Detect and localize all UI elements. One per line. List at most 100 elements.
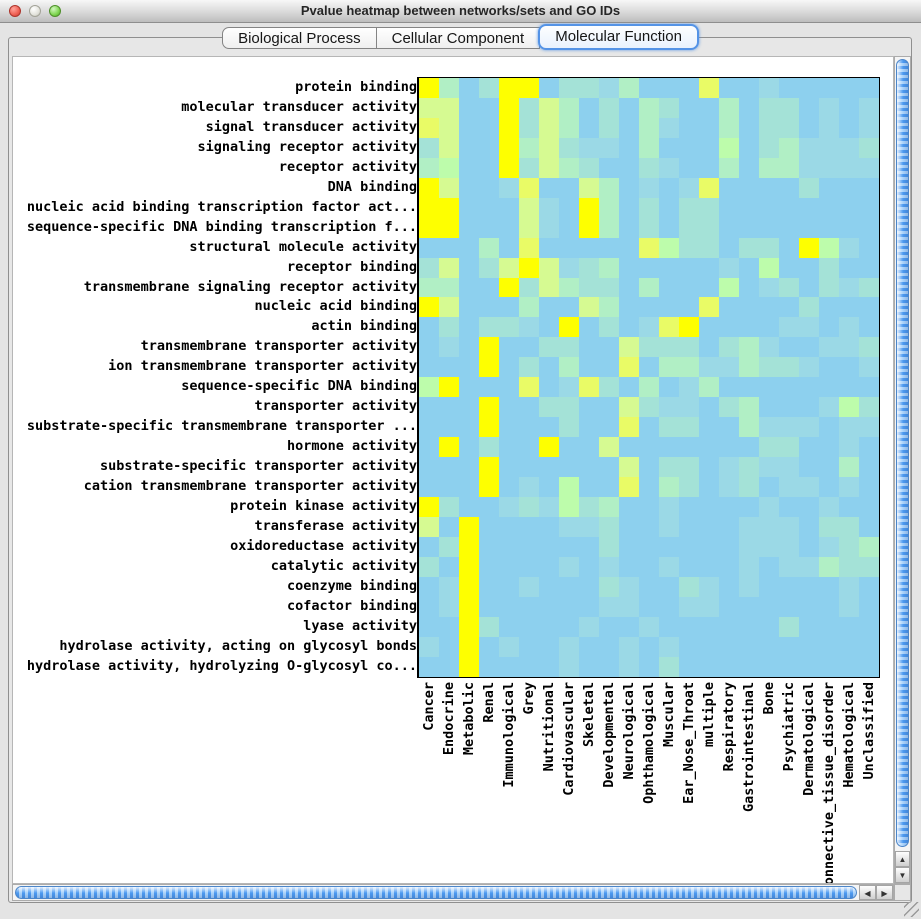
- heatmap-cell: [479, 516, 499, 537]
- heatmap-cell: [519, 97, 539, 118]
- heatmap-cell: [799, 97, 819, 118]
- heatmap-cell: [419, 357, 439, 378]
- heatmap-cell: [439, 177, 459, 198]
- vertical-scrollbar[interactable]: ▲ ▼: [894, 56, 911, 884]
- tab-cellular-component[interactable]: Cellular Component: [376, 27, 541, 49]
- heatmap-cell: [799, 157, 819, 178]
- heatmap-cell: [619, 97, 639, 118]
- row-label: cation transmembrane transporter activit…: [83, 478, 417, 495]
- column-label: Ear_Nose_Throat: [681, 682, 697, 804]
- heatmap-cell: [419, 78, 439, 98]
- scroll-right-icon: ▶: [881, 889, 888, 898]
- heatmap-cell: [519, 177, 539, 198]
- heatmap-cell: [599, 437, 619, 458]
- heatmap-cell: [559, 78, 579, 98]
- heatmap-cell: [859, 357, 879, 378]
- heatmap-cell: [599, 317, 619, 338]
- heatmap-cell: [839, 497, 859, 517]
- heatmap-cell: [759, 157, 779, 178]
- heatmap-cell: [519, 237, 539, 258]
- heatmap-cell: [819, 237, 839, 258]
- vertical-scrollbar-thumb[interactable]: [896, 59, 909, 847]
- heatmap-cell: [539, 457, 559, 478]
- heatmap-cell: [859, 78, 879, 98]
- heatmap-cell: [819, 297, 839, 318]
- heatmap-cell: [699, 437, 719, 458]
- heatmap-cell: [579, 157, 599, 178]
- heatmap-cell: [499, 636, 519, 657]
- title-bar[interactable]: Pvalue heatmap between networks/sets and…: [0, 0, 921, 23]
- heatmap-cell: [759, 237, 779, 258]
- heatmap-cell: [579, 337, 599, 358]
- heatmap-cell: [779, 556, 799, 577]
- heatmap-cell: [639, 157, 659, 178]
- heatmap-cell: [739, 437, 759, 458]
- heatmap-cell: [499, 237, 519, 258]
- heatmap-cell: [679, 357, 699, 378]
- heatmap-cell: [559, 576, 579, 597]
- zoom-button[interactable]: [49, 5, 61, 17]
- heatmap-cell: [499, 317, 519, 338]
- heatmap-cell: [679, 516, 699, 537]
- heatmap-cell: [579, 556, 599, 577]
- heatmap-cell: [739, 536, 759, 557]
- heatmap-cell: [439, 596, 459, 617]
- heatmap-cell: [779, 616, 799, 637]
- heatmap-cell: [499, 97, 519, 118]
- heatmap-cell: [559, 297, 579, 318]
- heatmap-cell: [779, 97, 799, 118]
- horizontal-scrollbar-thumb[interactable]: [15, 886, 857, 899]
- heatmap-cell: [699, 636, 719, 657]
- heatmap-cell: [659, 377, 679, 398]
- heatmap-cell: [819, 556, 839, 577]
- heatmap-cell: [539, 596, 559, 617]
- horizontal-scrollbar[interactable]: ◀ ▶: [12, 884, 894, 901]
- row-label: signal transducer activity: [205, 118, 417, 135]
- heatmap-cell: [479, 197, 499, 218]
- heatmap-cell: [859, 117, 879, 138]
- scroll-right-button[interactable]: ▶: [876, 885, 893, 900]
- scroll-left-button[interactable]: ◀: [859, 885, 876, 900]
- heatmap-cell: [679, 217, 699, 238]
- heatmap-cell: [839, 457, 859, 478]
- heatmap-cell: [839, 636, 859, 657]
- heatmap-cell: [759, 78, 779, 98]
- heatmap-cell: [859, 217, 879, 238]
- heatmap-cell: [839, 97, 859, 118]
- heatmap-cell: [479, 497, 499, 517]
- heatmap-cell: [839, 337, 859, 358]
- heatmap-cell: [599, 197, 619, 218]
- scroll-down-button[interactable]: ▼: [895, 867, 910, 883]
- heatmap-cell: [759, 437, 779, 458]
- heatmap-cell: [819, 596, 839, 617]
- heatmap-cell: [419, 197, 439, 218]
- heatmap-cell: [799, 217, 819, 238]
- heatmap-cell: [499, 137, 519, 158]
- resize-grip-icon[interactable]: [904, 902, 919, 917]
- heatmap-cell: [419, 437, 439, 458]
- heatmap-cell: [659, 516, 679, 537]
- heatmap-cell: [659, 357, 679, 378]
- heatmap-cell: [459, 257, 479, 278]
- heatmap-cell: [619, 656, 639, 677]
- scroll-up-button[interactable]: ▲: [895, 851, 910, 867]
- heatmap-cell: [539, 357, 559, 378]
- heatmap-cell: [559, 317, 579, 338]
- heatmap-cell: [499, 417, 519, 438]
- close-button[interactable]: [9, 5, 21, 17]
- heatmap-cell: [619, 177, 639, 198]
- heatmap-cell: [779, 257, 799, 278]
- heatmap-cell: [619, 616, 639, 637]
- tab-biological-process[interactable]: Biological Process: [222, 27, 377, 49]
- heatmap-cell: [539, 297, 559, 318]
- column-label: Psychiatric: [781, 682, 797, 772]
- tab-molecular-function[interactable]: Molecular Function: [538, 24, 699, 50]
- heatmap-cell: [799, 177, 819, 198]
- heatmap-cell: [599, 417, 619, 438]
- heatmap-cell: [499, 576, 519, 597]
- minimize-button[interactable]: [29, 5, 41, 17]
- heatmap-cell: [619, 277, 639, 298]
- heatmap-cell: [439, 357, 459, 378]
- column-label: Bone: [761, 682, 777, 715]
- heatmap-cell: [799, 477, 819, 498]
